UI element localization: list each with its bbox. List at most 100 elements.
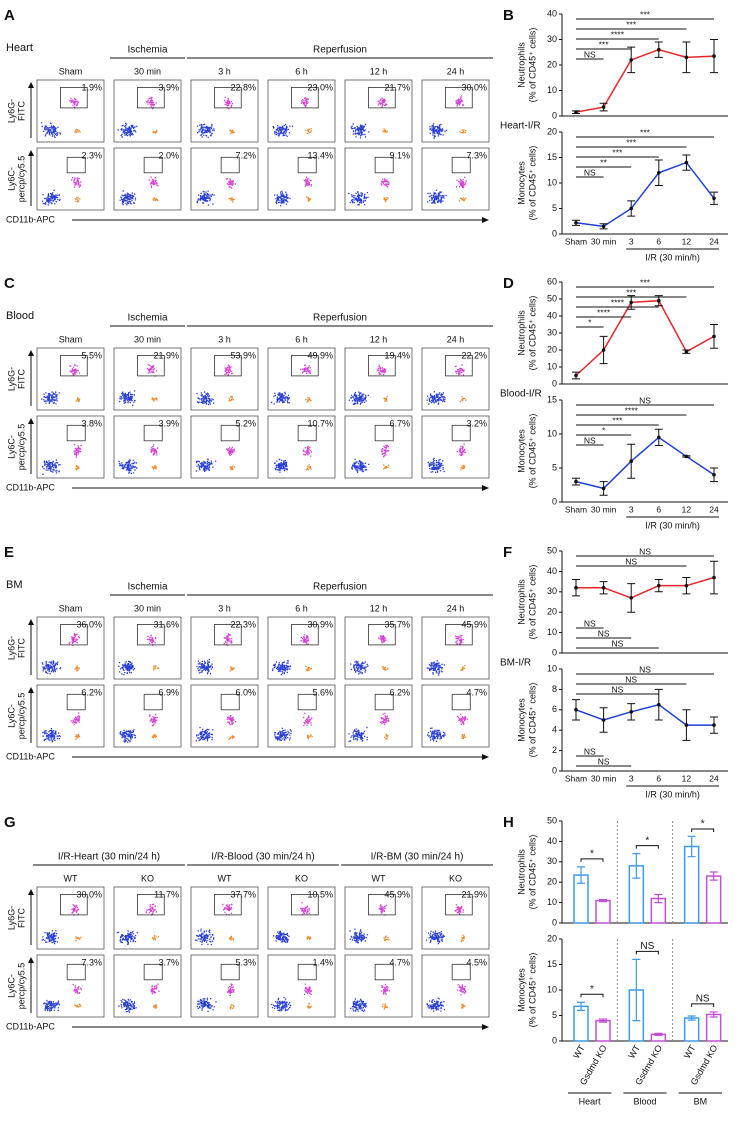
event-cloud	[74, 665, 80, 672]
y-title: Neutrophils	[516, 579, 526, 625]
mean-point	[657, 298, 661, 303]
x-arrowhead	[482, 217, 489, 223]
x-tick-label: WT	[682, 1043, 698, 1061]
y-tick-label: 10	[547, 663, 557, 673]
gate	[137, 624, 165, 646]
significance-label: ***	[599, 39, 610, 49]
y-title: (% of CD45⁺ cells)	[527, 28, 537, 103]
event-cloud	[42, 459, 61, 475]
mean-point	[712, 54, 716, 58]
event-cloud	[119, 190, 137, 206]
event-cloud	[152, 129, 158, 134]
gate-percent: 30.9%	[307, 619, 333, 629]
group-label: Reperfusion	[313, 313, 367, 324]
event-cloud	[454, 904, 464, 915]
gate	[214, 355, 242, 377]
gate	[143, 693, 163, 711]
gate-percent: 22.8%	[230, 82, 256, 92]
x-arrowhead	[482, 1024, 489, 1030]
significance-label: *	[602, 425, 606, 435]
gate-percent: 7.2%	[235, 150, 256, 160]
y-arrowhead	[28, 82, 34, 88]
event-cloud	[224, 364, 233, 376]
gate	[66, 963, 86, 981]
event-cloud	[306, 734, 313, 740]
x-title: I/R (30 min/h)	[645, 789, 700, 799]
event-cloud	[74, 129, 81, 134]
column-label: 30 min	[134, 66, 161, 76]
y-tick-label: 30	[547, 856, 557, 866]
event-cloud	[303, 712, 313, 726]
event-cloud	[383, 464, 390, 470]
y-axis-label: FITC	[16, 638, 26, 658]
y-tick-label: 10	[547, 627, 557, 637]
flow-plot	[344, 147, 413, 211]
event-cloud	[195, 726, 214, 742]
event-cloud	[383, 197, 389, 203]
gate	[368, 355, 396, 377]
event-cloud	[152, 197, 159, 202]
event-cloud	[348, 726, 368, 742]
event-cloud	[305, 396, 312, 403]
event-cloud	[381, 1003, 388, 1010]
event-cloud	[73, 444, 82, 458]
x-tick-label: 3	[629, 236, 634, 246]
event-cloud	[75, 397, 81, 403]
tissue-label: BM	[6, 579, 23, 591]
event-cloud	[196, 123, 215, 138]
mean-line	[575, 48, 715, 113]
gate-percent: 9.1%	[389, 150, 410, 160]
y-tick-label: 0	[552, 496, 557, 506]
gate	[220, 156, 240, 174]
group-label: I/R-BM (30 min/24 h)	[371, 852, 464, 863]
y-tick-label: 0	[552, 378, 557, 388]
gate	[445, 624, 473, 646]
x-tick-label: 30 min	[591, 773, 617, 783]
gate-percent: 21.9%	[461, 889, 487, 899]
y-tick-label: 10	[547, 428, 557, 438]
significance-label: ****	[597, 307, 611, 317]
x-tick-label: 6	[656, 236, 661, 246]
event-cloud	[229, 1004, 235, 1010]
gate	[60, 87, 88, 109]
column-label: 30 min	[134, 334, 161, 344]
event-cloud	[454, 364, 465, 376]
mean-point	[574, 585, 578, 590]
y-axis-label: percp/cy5.5	[16, 963, 26, 1010]
mean-point	[684, 55, 689, 60]
event-cloud	[118, 998, 137, 1013]
significance-label: ****	[611, 297, 625, 307]
y-tick-label: 10	[547, 177, 557, 187]
event-cloud	[225, 178, 236, 189]
significance-label: ***	[612, 415, 623, 425]
y-axis-label: Ly6G-	[6, 99, 16, 123]
event-cloud	[378, 635, 387, 644]
significance-label: NS	[696, 994, 710, 1005]
chart-side-label: Blood-I/R	[500, 389, 542, 400]
x-tick-label: 6	[656, 773, 661, 783]
x-tick-label: 6	[656, 504, 661, 514]
event-cloud	[68, 633, 81, 647]
event-cloud	[41, 660, 62, 675]
event-cloud	[425, 930, 445, 945]
gate-percent: 11.7%	[154, 889, 179, 899]
gate	[143, 963, 163, 981]
event-cloud	[75, 936, 82, 942]
column-label: 6 h	[295, 334, 308, 344]
y-axis-label: Ly6G-	[6, 906, 16, 930]
significance-bracket	[580, 858, 604, 862]
chart-side-label: Heart-I/R	[500, 121, 541, 132]
event-cloud	[118, 459, 138, 474]
event-cloud	[226, 715, 237, 726]
significance-label: NS	[639, 395, 651, 405]
group-label: BM	[694, 1096, 708, 1106]
significance-label: NS	[611, 684, 623, 694]
mean-point	[712, 723, 716, 727]
error-bar	[709, 871, 718, 881]
gate	[297, 156, 317, 174]
mean-point	[684, 583, 689, 588]
gate	[66, 156, 86, 174]
y-tick-label: 8	[552, 684, 557, 694]
gate-percent: 7.3%	[81, 957, 102, 967]
event-cloud	[74, 733, 81, 740]
